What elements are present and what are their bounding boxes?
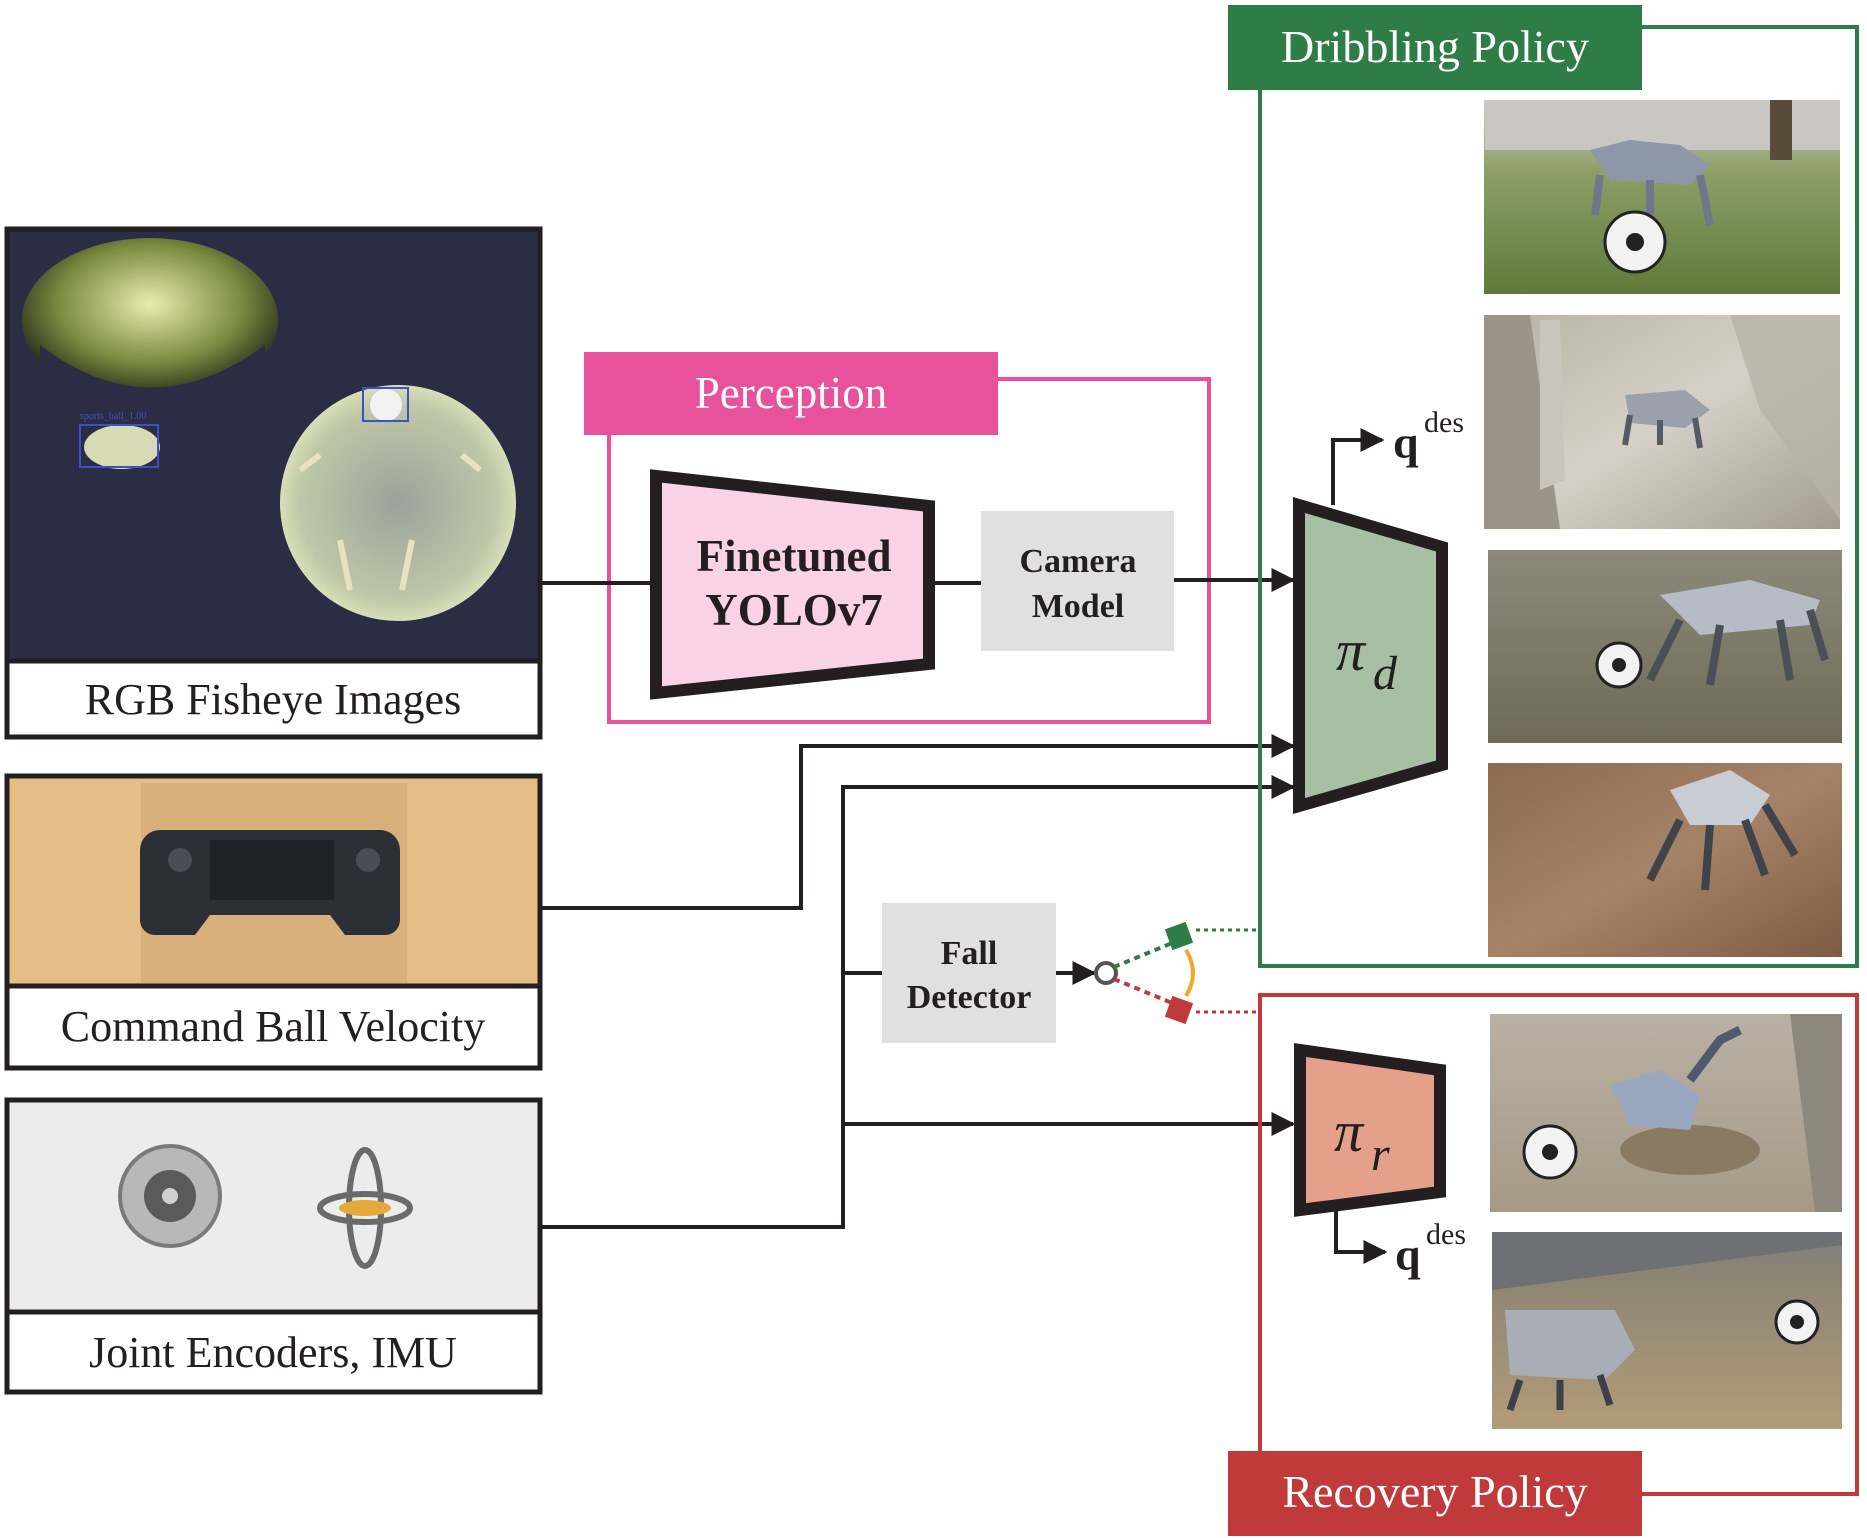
gamepad-screen	[210, 840, 334, 900]
fisheye-frame	[4, 226, 543, 740]
slope-photo-ball-patch	[1790, 1315, 1804, 1329]
encoders-image-bg	[7, 1100, 540, 1312]
imu-gyro-rotor	[339, 1200, 391, 1216]
perception-title: Perception	[695, 368, 887, 418]
motor-encoder-center	[162, 1188, 178, 1204]
ramp-photo-robot	[1625, 390, 1710, 428]
bbox-label-left: sports_ball_1.00	[80, 411, 146, 422]
switch-node-dribbling	[1164, 921, 1194, 951]
dribbling-title: Dribbling Policy	[1281, 21, 1589, 72]
slope-photo-wall	[1492, 1232, 1842, 1290]
perception-title-bg	[584, 352, 998, 435]
dribbling-qdes-superscript: des	[1424, 406, 1464, 439]
dribbling-qdes-symbol: q	[1393, 417, 1419, 468]
fall-detector-line2: Detector	[907, 979, 1032, 1016]
bbox-left	[79, 424, 159, 468]
recovery-qdes-superscript: des	[1426, 1218, 1466, 1251]
switch-pivot	[1094, 961, 1118, 985]
yolo-label-line1: Finetuned	[696, 531, 891, 581]
pi-r-subscript: r	[1371, 1128, 1390, 1181]
fall-detector-box	[882, 903, 1056, 1043]
switch-line-recovery	[1113, 977, 1173, 1005]
leaves-photo-robot-legs	[1646, 802, 1799, 891]
leaves-photo-robot	[1670, 770, 1770, 825]
switch-node-recovery	[1164, 995, 1194, 1025]
grass-photo-ball-patch	[1626, 233, 1644, 251]
fallen-robot-slope-photo	[1492, 1232, 1842, 1429]
fisheye-mask	[40, 345, 265, 420]
switch-line-dribbling	[1113, 941, 1173, 969]
recovery-qdes-symbol: q	[1395, 1229, 1421, 1280]
camera-model-box	[981, 511, 1174, 651]
ball-detection-right	[370, 389, 402, 421]
ramp-photo-robot-legs	[1622, 414, 1703, 449]
fisheye-view-right	[280, 385, 516, 621]
slope-photo-robot	[1505, 1310, 1635, 1380]
mud-photo-robot-legs	[1646, 608, 1829, 686]
pi-r-symbol: π	[1334, 1099, 1365, 1164]
fisheye-view-left	[22, 238, 278, 402]
recovery-title-bg	[1228, 1451, 1642, 1536]
command-label-box	[4, 983, 543, 1071]
ramp-photo-rail-right	[1730, 315, 1840, 520]
grass-photo-robot-legs	[1591, 174, 1714, 226]
pi-d-subscript: d	[1373, 647, 1398, 700]
perception-block: Perception Finetuned YOLOv7 Camera Model	[584, 352, 1211, 724]
gamepad-left-stick	[168, 848, 192, 872]
fallen-photo-dirt-spray	[1620, 1125, 1760, 1175]
fall-detector-block: Fall Detector	[882, 903, 1056, 1043]
fisheye-input-panel: sports_ball_1.00 RGB Fisheye Images	[4, 226, 543, 740]
ball-detection-left	[84, 425, 160, 469]
fallen-photo-robot-leg	[1686, 1025, 1743, 1083]
grass-photo-robot	[1590, 140, 1710, 185]
ramp-photo-rail-left	[1540, 320, 1565, 490]
imu-gyro-ring-h	[317, 1191, 413, 1225]
pi-d-network-block	[1293, 496, 1448, 814]
pi-r-network-block	[1294, 1043, 1446, 1217]
pi-d-symbol: π	[1336, 618, 1367, 683]
fall-detector-line1: Fall	[941, 935, 998, 972]
encoders-input-panel: Joint Encoders, IMU	[4, 1097, 543, 1395]
connector-pid-qdes	[1331, 428, 1385, 505]
mud-photo-ball-patch	[1612, 658, 1626, 672]
connector-command-pid	[540, 734, 1296, 910]
yolo-label-line2: YOLOv7	[705, 585, 883, 635]
ramp-robot-photo	[1484, 315, 1840, 529]
policy-switch	[1094, 921, 1260, 1025]
command-label: Command Ball Velocity	[61, 1002, 486, 1051]
leaves-robot-photo	[1488, 763, 1842, 957]
camera-model-line1: Camera	[1019, 543, 1136, 580]
connector-encoders-pid	[540, 775, 1296, 1229]
yolo-network-block	[650, 469, 935, 700]
grass-robot-ball-photo	[1484, 100, 1840, 294]
fallen-robot-ball-photo	[1490, 1014, 1842, 1212]
camera-model-line2: Model	[1032, 588, 1125, 625]
grass-photo-tree	[1770, 100, 1792, 160]
dribbling-policy-block: Dribbling Policy π d q des	[1228, 5, 1859, 968]
gamepad-right-stick	[356, 848, 380, 872]
fallen-photo-wall	[1790, 1014, 1842, 1212]
encoders-frame	[4, 1097, 543, 1395]
switch-toggle-arc	[1184, 948, 1195, 998]
fisheye-label-box	[4, 658, 543, 740]
connector-pir-qdes	[1334, 1210, 1388, 1264]
robot-legs-view	[298, 452, 482, 591]
dribbling-title-bg	[1228, 5, 1642, 90]
command-frame	[4, 773, 543, 1071]
fallen-photo-ball-patch	[1542, 1144, 1558, 1160]
fallen-photo-robot	[1610, 1070, 1700, 1130]
recovery-title: Recovery Policy	[1282, 1466, 1587, 1517]
gravel-robot-ball-photo	[1488, 550, 1842, 743]
bbox-right	[362, 387, 409, 422]
fisheye-label: RGB Fisheye Images	[85, 675, 461, 724]
encoders-label: Joint Encoders, IMU	[89, 1328, 457, 1377]
command-input-panel: Command Ball Velocity	[4, 773, 543, 1071]
leaves-photo-bg	[1488, 763, 1842, 957]
connectors	[540, 428, 1388, 1264]
slope-photo-robot-legs	[1506, 1373, 1614, 1412]
recovery-policy-block: Recovery Policy π r q des	[1228, 993, 1859, 1536]
